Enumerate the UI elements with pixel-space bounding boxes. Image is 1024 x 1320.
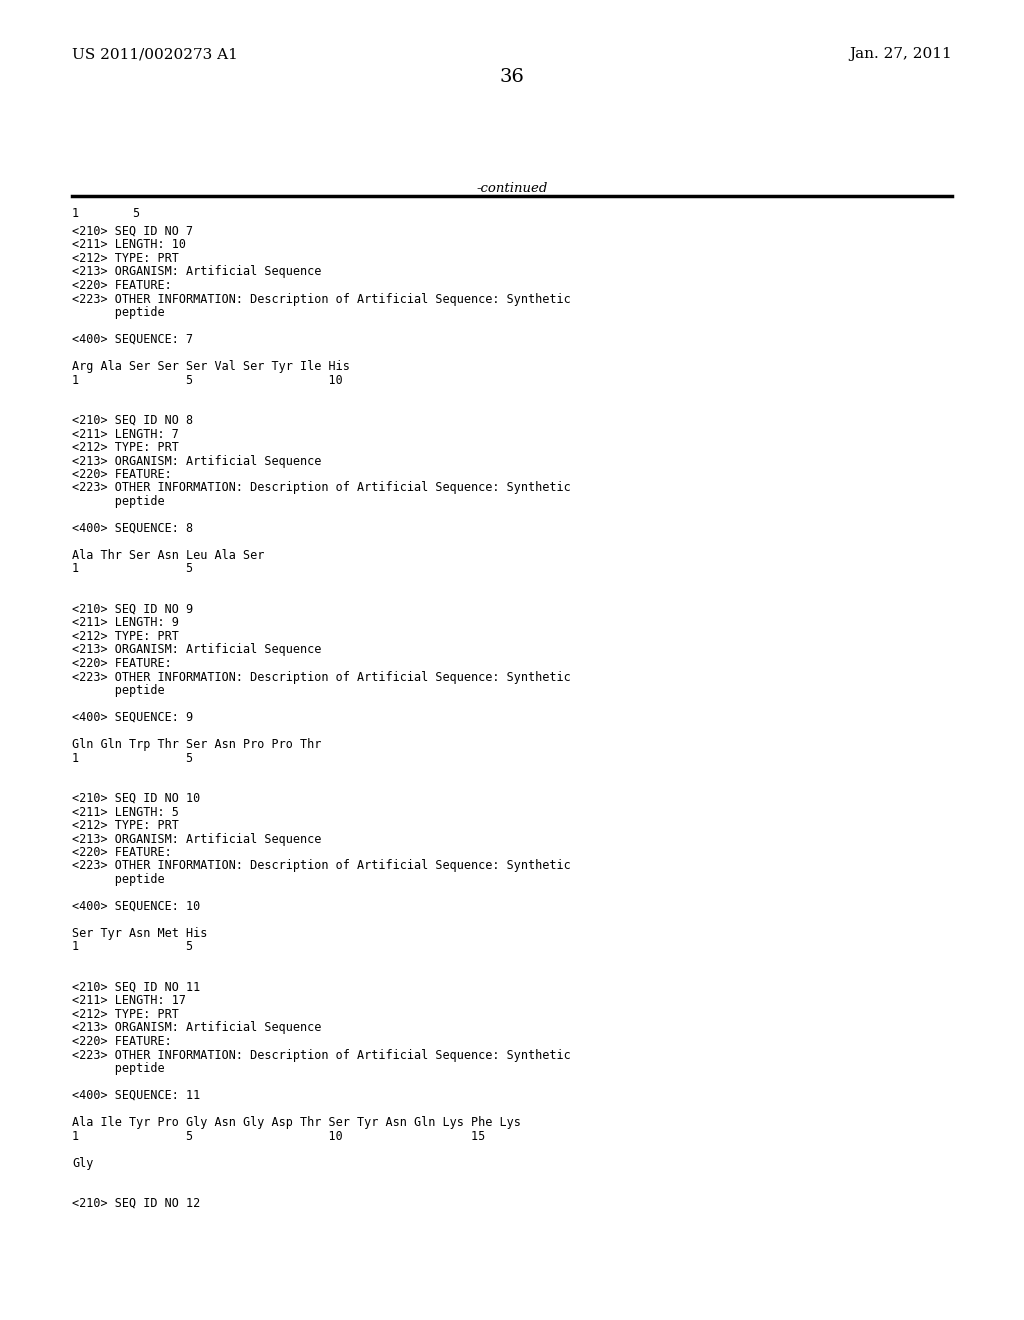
Text: <400> SEQUENCE: 10: <400> SEQUENCE: 10 bbox=[72, 900, 201, 913]
Text: <223> OTHER INFORMATION: Description of Artificial Sequence: Synthetic: <223> OTHER INFORMATION: Description of … bbox=[72, 482, 570, 495]
Text: <223> OTHER INFORMATION: Description of Artificial Sequence: Synthetic: <223> OTHER INFORMATION: Description of … bbox=[72, 1048, 570, 1061]
Text: US 2011/0020273 A1: US 2011/0020273 A1 bbox=[72, 48, 238, 61]
Text: <211> LENGTH: 5: <211> LENGTH: 5 bbox=[72, 805, 179, 818]
Text: <400> SEQUENCE: 7: <400> SEQUENCE: 7 bbox=[72, 333, 194, 346]
Text: <220> FEATURE:: <220> FEATURE: bbox=[72, 657, 172, 671]
Text: 5: 5 bbox=[132, 207, 139, 220]
Text: -continued: -continued bbox=[476, 182, 548, 195]
Text: peptide: peptide bbox=[72, 684, 165, 697]
Text: <212> TYPE: PRT: <212> TYPE: PRT bbox=[72, 818, 179, 832]
Text: <220> FEATURE:: <220> FEATURE: bbox=[72, 279, 172, 292]
Text: <213> ORGANISM: Artificial Sequence: <213> ORGANISM: Artificial Sequence bbox=[72, 454, 322, 467]
Text: <213> ORGANISM: Artificial Sequence: <213> ORGANISM: Artificial Sequence bbox=[72, 644, 322, 656]
Text: 1               5: 1 5 bbox=[72, 562, 194, 576]
Text: 1               5                   10                  15: 1 5 10 15 bbox=[72, 1130, 485, 1143]
Text: <400> SEQUENCE: 11: <400> SEQUENCE: 11 bbox=[72, 1089, 201, 1102]
Text: 1               5: 1 5 bbox=[72, 751, 194, 764]
Text: <210> SEQ ID NO 10: <210> SEQ ID NO 10 bbox=[72, 792, 201, 805]
Text: <220> FEATURE:: <220> FEATURE: bbox=[72, 846, 172, 859]
Text: 36: 36 bbox=[500, 69, 524, 86]
Text: <400> SEQUENCE: 8: <400> SEQUENCE: 8 bbox=[72, 521, 194, 535]
Text: <213> ORGANISM: Artificial Sequence: <213> ORGANISM: Artificial Sequence bbox=[72, 265, 322, 279]
Text: Ser Tyr Asn Met His: Ser Tyr Asn Met His bbox=[72, 927, 208, 940]
Text: <223> OTHER INFORMATION: Description of Artificial Sequence: Synthetic: <223> OTHER INFORMATION: Description of … bbox=[72, 293, 570, 305]
Text: <400> SEQUENCE: 9: <400> SEQUENCE: 9 bbox=[72, 711, 194, 723]
Text: peptide: peptide bbox=[72, 873, 165, 886]
Text: <212> TYPE: PRT: <212> TYPE: PRT bbox=[72, 630, 179, 643]
Text: peptide: peptide bbox=[72, 1063, 165, 1074]
Text: <210> SEQ ID NO 9: <210> SEQ ID NO 9 bbox=[72, 603, 194, 616]
Text: Gln Gln Trp Thr Ser Asn Pro Pro Thr: Gln Gln Trp Thr Ser Asn Pro Pro Thr bbox=[72, 738, 322, 751]
Text: <212> TYPE: PRT: <212> TYPE: PRT bbox=[72, 1008, 179, 1020]
Text: <223> OTHER INFORMATION: Description of Artificial Sequence: Synthetic: <223> OTHER INFORMATION: Description of … bbox=[72, 859, 570, 873]
Text: Jan. 27, 2011: Jan. 27, 2011 bbox=[849, 48, 952, 61]
Text: <211> LENGTH: 17: <211> LENGTH: 17 bbox=[72, 994, 186, 1007]
Text: <213> ORGANISM: Artificial Sequence: <213> ORGANISM: Artificial Sequence bbox=[72, 833, 322, 846]
Text: peptide: peptide bbox=[72, 306, 165, 319]
Text: <210> SEQ ID NO 12: <210> SEQ ID NO 12 bbox=[72, 1197, 201, 1210]
Text: <213> ORGANISM: Artificial Sequence: <213> ORGANISM: Artificial Sequence bbox=[72, 1022, 322, 1035]
Text: <211> LENGTH: 10: <211> LENGTH: 10 bbox=[72, 239, 186, 252]
Text: Arg Ala Ser Ser Ser Val Ser Tyr Ile His: Arg Ala Ser Ser Ser Val Ser Tyr Ile His bbox=[72, 360, 350, 374]
Text: <223> OTHER INFORMATION: Description of Artificial Sequence: Synthetic: <223> OTHER INFORMATION: Description of … bbox=[72, 671, 570, 684]
Text: <220> FEATURE:: <220> FEATURE: bbox=[72, 469, 172, 480]
Text: Ala Thr Ser Asn Leu Ala Ser: Ala Thr Ser Asn Leu Ala Ser bbox=[72, 549, 264, 562]
Text: <211> LENGTH: 7: <211> LENGTH: 7 bbox=[72, 428, 179, 441]
Text: Ala Ile Tyr Pro Gly Asn Gly Asp Thr Ser Tyr Asn Gln Lys Phe Lys: Ala Ile Tyr Pro Gly Asn Gly Asp Thr Ser … bbox=[72, 1115, 521, 1129]
Text: 1: 1 bbox=[72, 207, 79, 220]
Text: 1               5: 1 5 bbox=[72, 940, 194, 953]
Text: <210> SEQ ID NO 7: <210> SEQ ID NO 7 bbox=[72, 224, 194, 238]
Text: <211> LENGTH: 9: <211> LENGTH: 9 bbox=[72, 616, 179, 630]
Text: Gly: Gly bbox=[72, 1156, 93, 1170]
Text: <212> TYPE: PRT: <212> TYPE: PRT bbox=[72, 441, 179, 454]
Text: <212> TYPE: PRT: <212> TYPE: PRT bbox=[72, 252, 179, 265]
Text: <210> SEQ ID NO 8: <210> SEQ ID NO 8 bbox=[72, 414, 194, 426]
Text: <220> FEATURE:: <220> FEATURE: bbox=[72, 1035, 172, 1048]
Text: <210> SEQ ID NO 11: <210> SEQ ID NO 11 bbox=[72, 981, 201, 994]
Text: peptide: peptide bbox=[72, 495, 165, 508]
Text: 1               5                   10: 1 5 10 bbox=[72, 374, 343, 387]
